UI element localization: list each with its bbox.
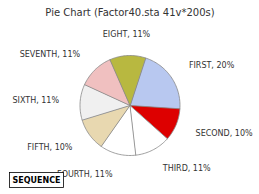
svg-text:FIFTH, 10%: FIFTH, 10% (27, 143, 73, 152)
svg-text:EIGHT, 11%: EIGHT, 11% (103, 30, 151, 39)
svg-text:FIRST, 20%: FIRST, 20% (189, 61, 235, 70)
svg-text:Pie Chart (Factor40.sta 41v*20: Pie Chart (Factor40.sta 41v*200s) (45, 7, 214, 18)
svg-text:THIRD, 11%: THIRD, 11% (162, 164, 211, 173)
svg-text:SEQUENCE: SEQUENCE (13, 176, 61, 185)
svg-text:SIXTH, 11%: SIXTH, 11% (12, 96, 59, 105)
svg-text:FOURTH, 11%: FOURTH, 11% (57, 170, 113, 179)
svg-text:SEVENTH, 11%: SEVENTH, 11% (20, 50, 81, 59)
svg-text:SECOND, 10%: SECOND, 10% (196, 129, 253, 138)
